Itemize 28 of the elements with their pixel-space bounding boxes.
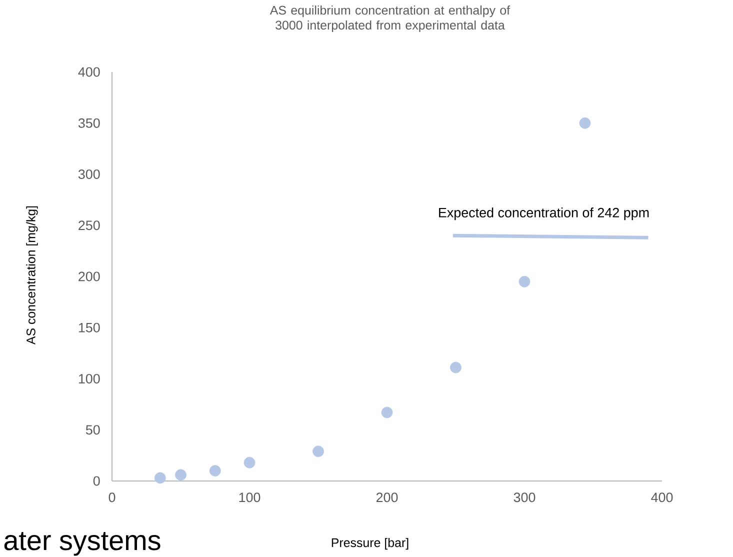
x-tick-label: 300 <box>514 492 536 502</box>
y-tick-label: 300 <box>78 169 100 179</box>
y-tick-label: 400 <box>78 67 100 77</box>
point <box>579 117 591 129</box>
point <box>312 446 324 458</box>
x-tick-label: 100 <box>239 492 260 502</box>
annotation: Expected concentration of 242 ppm <box>439 208 649 220</box>
y-tick-label: 150 <box>78 322 100 332</box>
y-tick-label: 0 <box>93 476 100 486</box>
point <box>518 276 530 288</box>
y-tick-label: 250 <box>78 220 100 230</box>
y-tick-label: 200 <box>78 272 100 282</box>
x-tick-label: 400 <box>651 492 673 502</box>
y-tick-label: 100 <box>78 374 100 384</box>
text: ater systems <box>4 532 160 556</box>
y-tick-label: 50 <box>86 425 100 435</box>
point <box>381 406 393 418</box>
x-tick-label: 0 <box>108 492 116 502</box>
point <box>175 469 186 481</box>
chart-title: AS equilibrium concentration at enthalpy of 3000 interpolated from experimental data <box>270 6 510 32</box>
y-axis-title: AS concentration [mg/kg] <box>26 206 38 345</box>
point <box>244 456 256 468</box>
point <box>209 465 221 476</box>
point <box>154 472 166 484</box>
y-tick-label: 350 <box>78 118 100 128</box>
point <box>450 362 462 374</box>
x-axis-title: Pressure [bar] <box>332 538 408 550</box>
x-tick-label: 200 <box>376 492 398 502</box>
